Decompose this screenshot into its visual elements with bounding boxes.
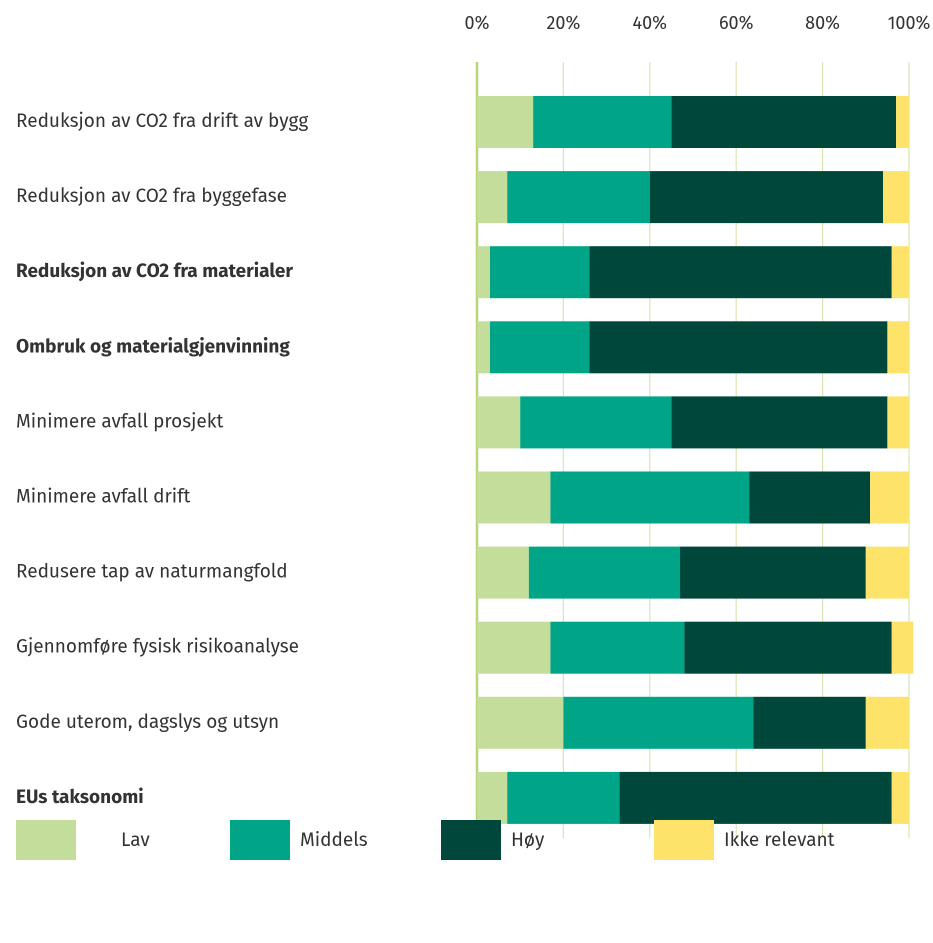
bar-segment — [887, 396, 909, 449]
bar-segment — [671, 396, 888, 449]
category-label: Reduksjon av CO2 fra materialer — [16, 260, 293, 283]
bar-segment — [891, 246, 909, 299]
x-tick-label: 20% — [546, 12, 580, 34]
bar-segment — [589, 246, 892, 299]
bar-segment — [507, 771, 620, 824]
legend-label: Lav — [121, 829, 150, 852]
x-tick-label: 80% — [805, 12, 840, 34]
bar-segment — [891, 621, 914, 674]
bar-segment — [489, 321, 590, 374]
bar-segment — [477, 546, 529, 599]
bar-segment — [870, 471, 909, 524]
legend-label: Ikke relevant — [724, 829, 835, 852]
bar-segment — [563, 696, 754, 749]
bar-segment — [533, 96, 672, 148]
bar-segment — [550, 621, 685, 674]
x-tick-label: 60% — [719, 12, 754, 34]
x-tick-label: 100% — [888, 12, 931, 34]
legend-swatch — [441, 820, 501, 860]
category-label: Gjennomføre fysisk risikoanalyse — [16, 636, 299, 659]
bar-segment — [589, 321, 888, 374]
category-label: Minimere avfall drift — [16, 486, 191, 509]
bar-segment — [528, 546, 681, 599]
bar-segment — [477, 771, 508, 824]
category-label: Minimere avfall prosjekt — [16, 410, 224, 433]
bar-segment — [671, 96, 897, 148]
legend-swatch — [654, 820, 714, 860]
legend-swatch — [230, 820, 290, 860]
bar-segment — [891, 771, 909, 824]
bar-segment — [477, 246, 490, 299]
category-label: Reduksjon av CO2 fra drift av bygg — [16, 110, 308, 133]
bar-segment — [896, 96, 909, 148]
bar-segment — [507, 171, 650, 224]
bar-segment — [753, 696, 866, 749]
bar-segment — [883, 171, 909, 224]
x-tick-label: 40% — [633, 12, 668, 34]
bar-segment — [680, 546, 866, 599]
category-label: Ombruk og materialgjenvinning — [16, 335, 290, 358]
bar-segment — [477, 171, 508, 224]
bar-segment — [749, 471, 871, 524]
bar-segment — [477, 471, 551, 524]
bar-segment — [684, 621, 892, 674]
bar-segment — [887, 321, 909, 374]
legend-label: Høy — [511, 829, 545, 852]
bar-segment — [477, 96, 534, 148]
bar-segment — [477, 696, 564, 749]
x-tick-label: 0% — [465, 12, 490, 34]
bar-segment — [649, 171, 884, 224]
bar-segment — [477, 321, 490, 374]
bar-segment — [550, 471, 750, 524]
bar-segment — [477, 621, 551, 674]
category-label: Redusere tap av naturmangfold — [16, 561, 288, 584]
bar-segment — [489, 246, 590, 299]
bar-segment — [865, 546, 909, 599]
category-label: Gode uterom, dagslys og utsyn — [16, 711, 279, 734]
category-label: Reduksjon av CO2 fra byggefase — [16, 185, 287, 208]
bar-segment — [865, 696, 909, 749]
legend-label: Middels — [300, 829, 368, 852]
category-label: EUs taksonomi — [16, 786, 144, 809]
bar-segment — [477, 396, 521, 449]
legend-swatch — [16, 820, 76, 860]
bar-segment — [619, 771, 892, 824]
bar-segment — [520, 396, 672, 449]
